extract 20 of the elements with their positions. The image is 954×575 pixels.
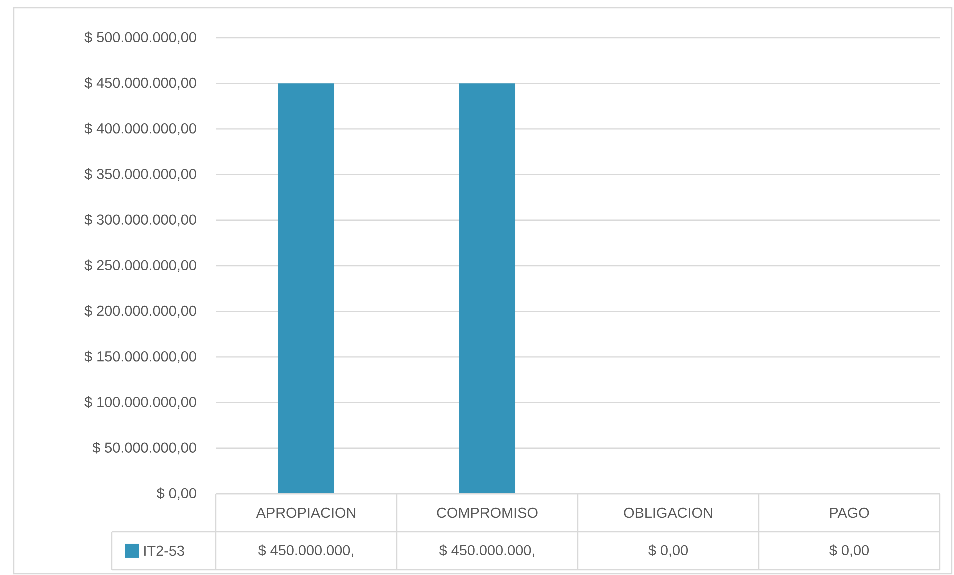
y-tick-label: $ 450.000.000,00	[84, 77, 196, 90]
y-tick-label: $ 250.000.000,00	[84, 260, 196, 272]
y-tick-label: $ 200.000.000,00	[84, 305, 196, 318]
x-tick-label: OBLIGACION	[624, 508, 712, 518]
x-tick-label: COMPROMISO	[437, 508, 538, 518]
y-tick-label: $ 400.000.000,00	[84, 122, 196, 136]
y-tick-label: $ 50.000.000,00	[92, 442, 196, 455]
x-tick-label: PAGO	[830, 508, 870, 518]
data-label: $ 0,00	[830, 544, 869, 558]
y-tick-label: $ 350.000.000,00	[84, 168, 196, 182]
y-tick-label: $ 100.000.000,00	[84, 396, 196, 410]
data-label: $ 0,00	[648, 544, 688, 558]
data-label: $ 450.000.000,	[439, 544, 534, 558]
y-tick-label: $ 300.000.000,00	[84, 214, 196, 227]
x-tick-label: APROPIACION	[256, 508, 356, 518]
y-tick-label: $ 0,00	[156, 488, 196, 500]
legend-label: IT2-53	[144, 546, 184, 556]
data-label: $ 450.000.000,	[258, 544, 354, 558]
y-tick-label: $ 150.000.000,00	[84, 350, 196, 364]
y-tick-label: $ 500.000.000,00	[84, 32, 196, 44]
